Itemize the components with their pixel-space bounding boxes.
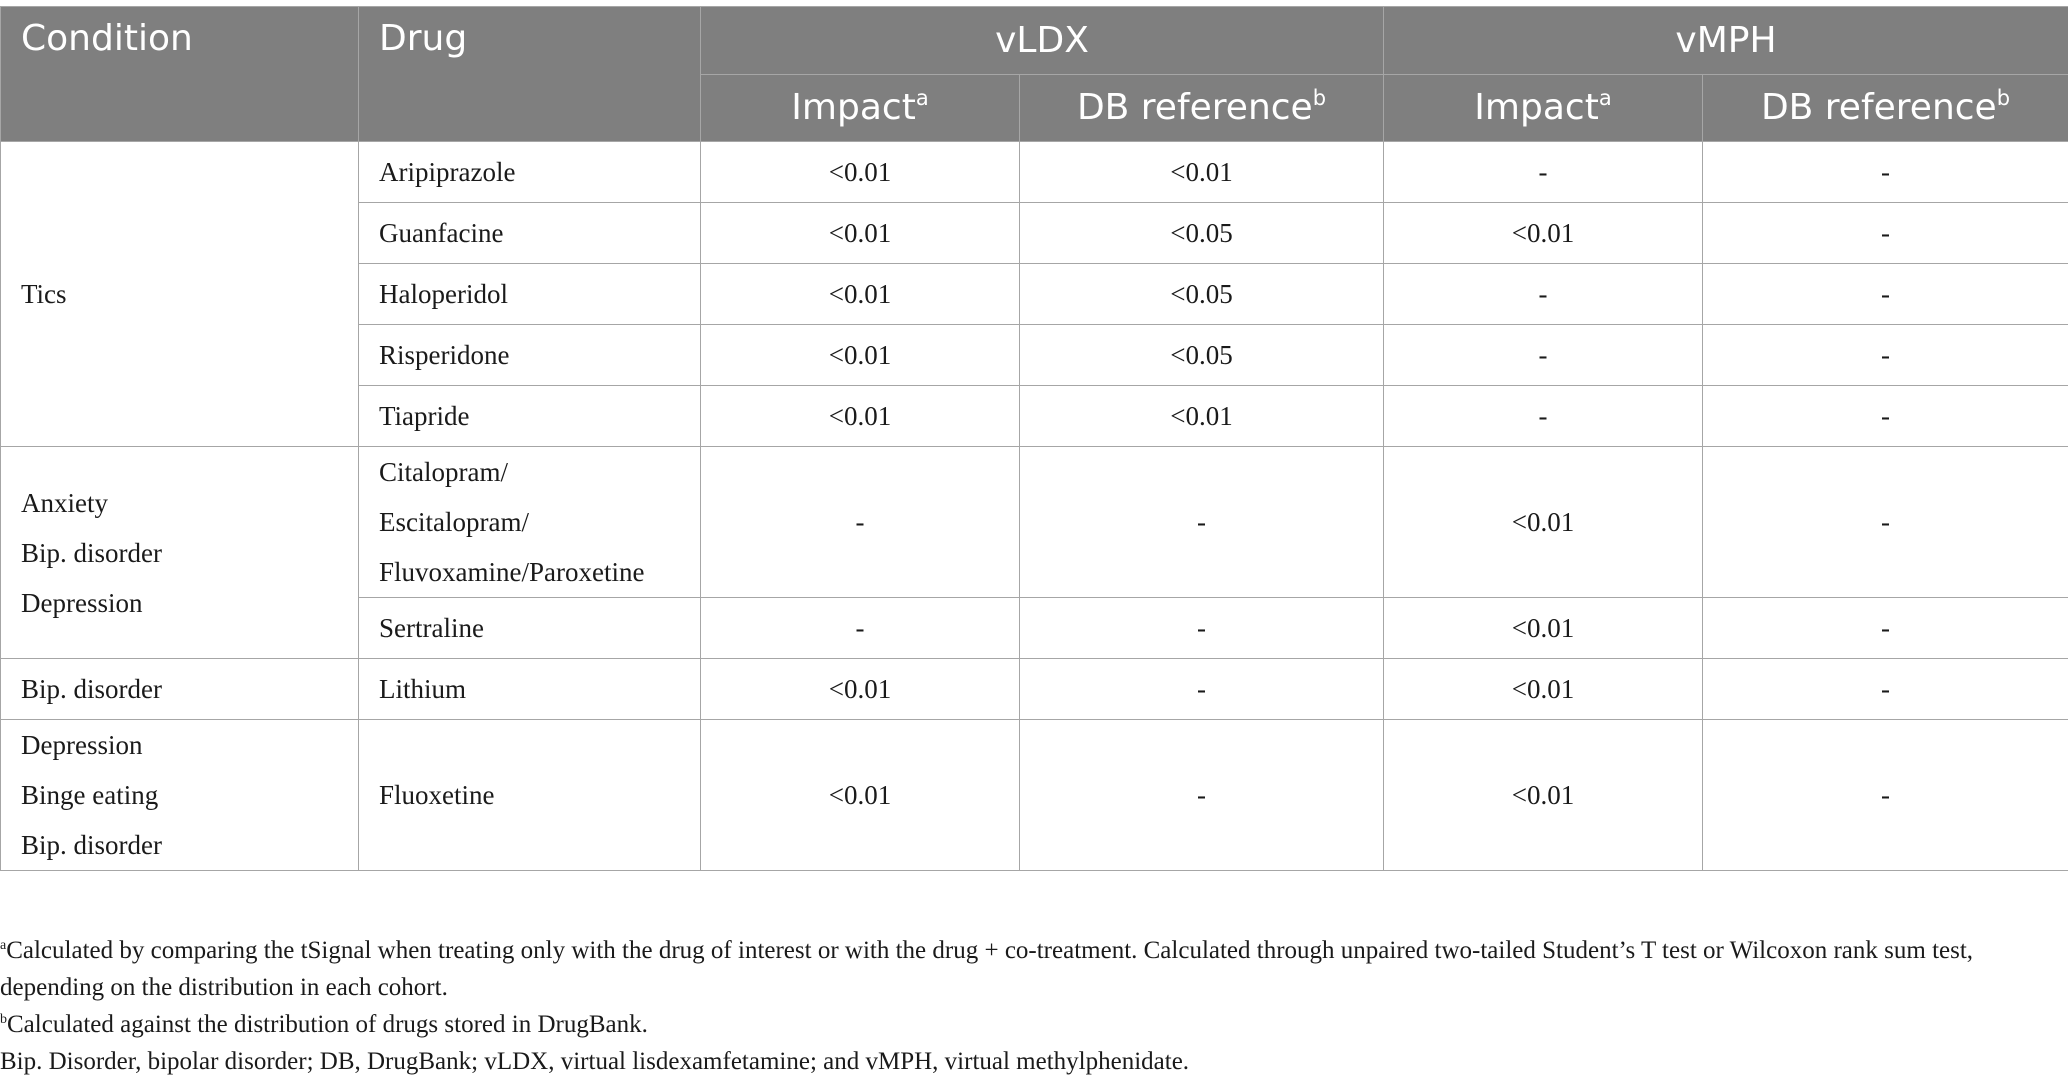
- condition-cell: Anxiety Bip. disorder Depression: [0, 446, 359, 659]
- vmph-dbref-cell: -: [1702, 658, 2068, 720]
- vmph-impact-cell: <0.01: [1383, 446, 1703, 598]
- drug-cell: Sertraline: [358, 597, 701, 659]
- vmph-dbref-cell: -: [1702, 324, 2068, 386]
- vldx-dbref-cell: <0.01: [1019, 141, 1384, 203]
- vldx-impact-cell: <0.01: [700, 141, 1020, 203]
- header-vmph-dbref: DB referenceb: [1702, 74, 2068, 142]
- vmph-dbref-cell: -: [1702, 202, 2068, 264]
- vldx-dbref-cell: <0.05: [1019, 202, 1384, 264]
- vldx-dbref-cell: -: [1019, 597, 1384, 659]
- footnote-a: aCalculated by comparing the tSignal whe…: [0, 932, 2060, 1006]
- vldx-dbref-cell: -: [1019, 658, 1384, 720]
- vldx-dbref-cell: <0.05: [1019, 263, 1384, 325]
- condition-line: Anxiety: [21, 487, 108, 518]
- vldx-impact-cell: <0.01: [700, 324, 1020, 386]
- drug-cell: Aripiprazole: [358, 141, 701, 203]
- table-container: Condition Drug vLDX vMPH Impacta DB refe…: [0, 6, 2068, 871]
- table-row: Guanfacine <0.01 <0.05 <0.01 -: [1, 202, 2068, 264]
- vldx-impact-cell: -: [700, 597, 1020, 659]
- condition-cell: Depression Binge eating Bip. disorder: [0, 719, 359, 871]
- drug-cell: Lithium: [358, 658, 701, 720]
- footnote-b-marker: b: [0, 1012, 7, 1027]
- vldx-impact-cell: -: [700, 446, 1020, 598]
- condition-line: Binge eating: [21, 780, 159, 810]
- table-row: Tics Aripiprazole <0.01 <0.01 - -: [0, 141, 2068, 447]
- vldx-dbref-cell: -: [1019, 719, 1384, 871]
- condition-line: Bip. disorder: [21, 537, 162, 568]
- condition-line: Bip. disorder: [21, 830, 162, 860]
- table-footnotes: aCalculated by comparing the tSignal whe…: [0, 932, 2060, 1080]
- footnote-b-text: Calculated against the distribution of d…: [7, 1011, 648, 1038]
- header-drug: Drug: [358, 6, 701, 142]
- vmph-impact-cell: -: [1383, 385, 1703, 447]
- vldx-impact-cell: <0.01: [700, 719, 1020, 871]
- vmph-impact-cell: -: [1383, 141, 1703, 203]
- table-row: Haloperidol <0.01 <0.05 - -: [1, 263, 2068, 325]
- vmph-dbref-cell: -: [1702, 597, 2068, 659]
- table-row: Tiapride <0.01 <0.01 - -: [1, 385, 2068, 447]
- footnote-b: bCalculated against the distribution of …: [0, 1006, 2060, 1043]
- footnote-a-marker: a: [0, 938, 7, 953]
- drug-cell: Tiapride: [358, 385, 701, 447]
- header-vldx-impact: Impacta: [700, 74, 1020, 142]
- vmph-impact-cell: -: [1383, 263, 1703, 325]
- vldx-dbref-cell: <0.01: [1019, 385, 1384, 447]
- header-impact-label: Impact: [791, 87, 916, 128]
- vmph-dbref-cell: -: [1702, 446, 2068, 598]
- header-row-group: Condition Drug vLDX vMPH: [0, 6, 2068, 142]
- footnote-marker-a: a: [1598, 86, 1612, 110]
- vldx-impact-cell: <0.01: [700, 263, 1020, 325]
- vldx-impact-cell: <0.01: [700, 385, 1020, 447]
- table-row: Bip. disorder Lithium <0.01 - <0.01 -: [0, 658, 2068, 720]
- footnote-marker-b: b: [1996, 86, 2011, 110]
- header-vldx: vLDX: [700, 6, 1384, 75]
- condition-cell: Bip. disorder: [0, 658, 359, 720]
- footnote-abbreviations: Bip. Disorder, bipolar disorder; DB, Dru…: [0, 1048, 1190, 1075]
- footnote-a-text: Calculated by comparing the tSignal when…: [0, 937, 1974, 1001]
- vldx-dbref-cell: -: [1019, 446, 1384, 598]
- drug-cell: Guanfacine: [358, 202, 701, 264]
- header-dbref-label: DB reference: [1760, 87, 1997, 128]
- drug-cell: Risperidone: [358, 324, 701, 386]
- vmph-impact-cell: <0.01: [1383, 719, 1703, 871]
- footnote-marker-a: a: [915, 86, 929, 110]
- drug-line: Escitalopram/: [379, 507, 529, 537]
- drug-cell: Citalopram/ Escitalopram/ Fluvoxamine/Pa…: [358, 446, 701, 598]
- vmph-impact-cell: <0.01: [1383, 597, 1703, 659]
- vmph-dbref-cell: -: [1702, 141, 2068, 203]
- header-row-sub: Impacta DB referenceb Impacta DB referen…: [1, 74, 2068, 142]
- vldx-impact-cell: <0.01: [700, 202, 1020, 264]
- vldx-impact-cell: <0.01: [700, 658, 1020, 720]
- table-row: Depression Binge eating Bip. disorder Fl…: [0, 719, 2068, 871]
- table-row: Anxiety Bip. disorder Depression Citalop…: [0, 446, 2068, 659]
- header-vmph-impact: Impacta: [1383, 74, 1703, 142]
- header-condition: Condition: [0, 6, 359, 142]
- condition-cell: Tics: [0, 141, 359, 447]
- vmph-impact-cell: <0.01: [1383, 202, 1703, 264]
- drug-line: Fluvoxamine/Paroxetine: [379, 557, 645, 587]
- header-vmph: vMPH: [1383, 6, 2068, 75]
- table-row: Sertraline - - <0.01 -: [1, 597, 2068, 659]
- drug-cell: Fluoxetine: [358, 719, 701, 871]
- vmph-impact-cell: -: [1383, 324, 1703, 386]
- table-row: Risperidone <0.01 <0.05 - -: [1, 324, 2068, 386]
- drug-line: Citalopram/: [379, 457, 508, 487]
- drug-interaction-table: Condition Drug vLDX vMPH Impacta DB refe…: [0, 6, 2068, 871]
- footnote-marker-b: b: [1312, 86, 1327, 110]
- header-impact-label: Impact: [1474, 87, 1599, 128]
- drug-cell: Haloperidol: [358, 263, 701, 325]
- condition-line: Depression: [21, 587, 143, 618]
- header-dbref-label: DB reference: [1076, 87, 1313, 128]
- header-vldx-dbref: DB referenceb: [1019, 74, 1384, 142]
- vmph-dbref-cell: -: [1702, 263, 2068, 325]
- condition-line: Depression: [21, 730, 143, 760]
- vldx-dbref-cell: <0.05: [1019, 324, 1384, 386]
- vmph-impact-cell: <0.01: [1383, 658, 1703, 720]
- vmph-dbref-cell: -: [1702, 385, 2068, 447]
- vmph-dbref-cell: -: [1702, 719, 2068, 871]
